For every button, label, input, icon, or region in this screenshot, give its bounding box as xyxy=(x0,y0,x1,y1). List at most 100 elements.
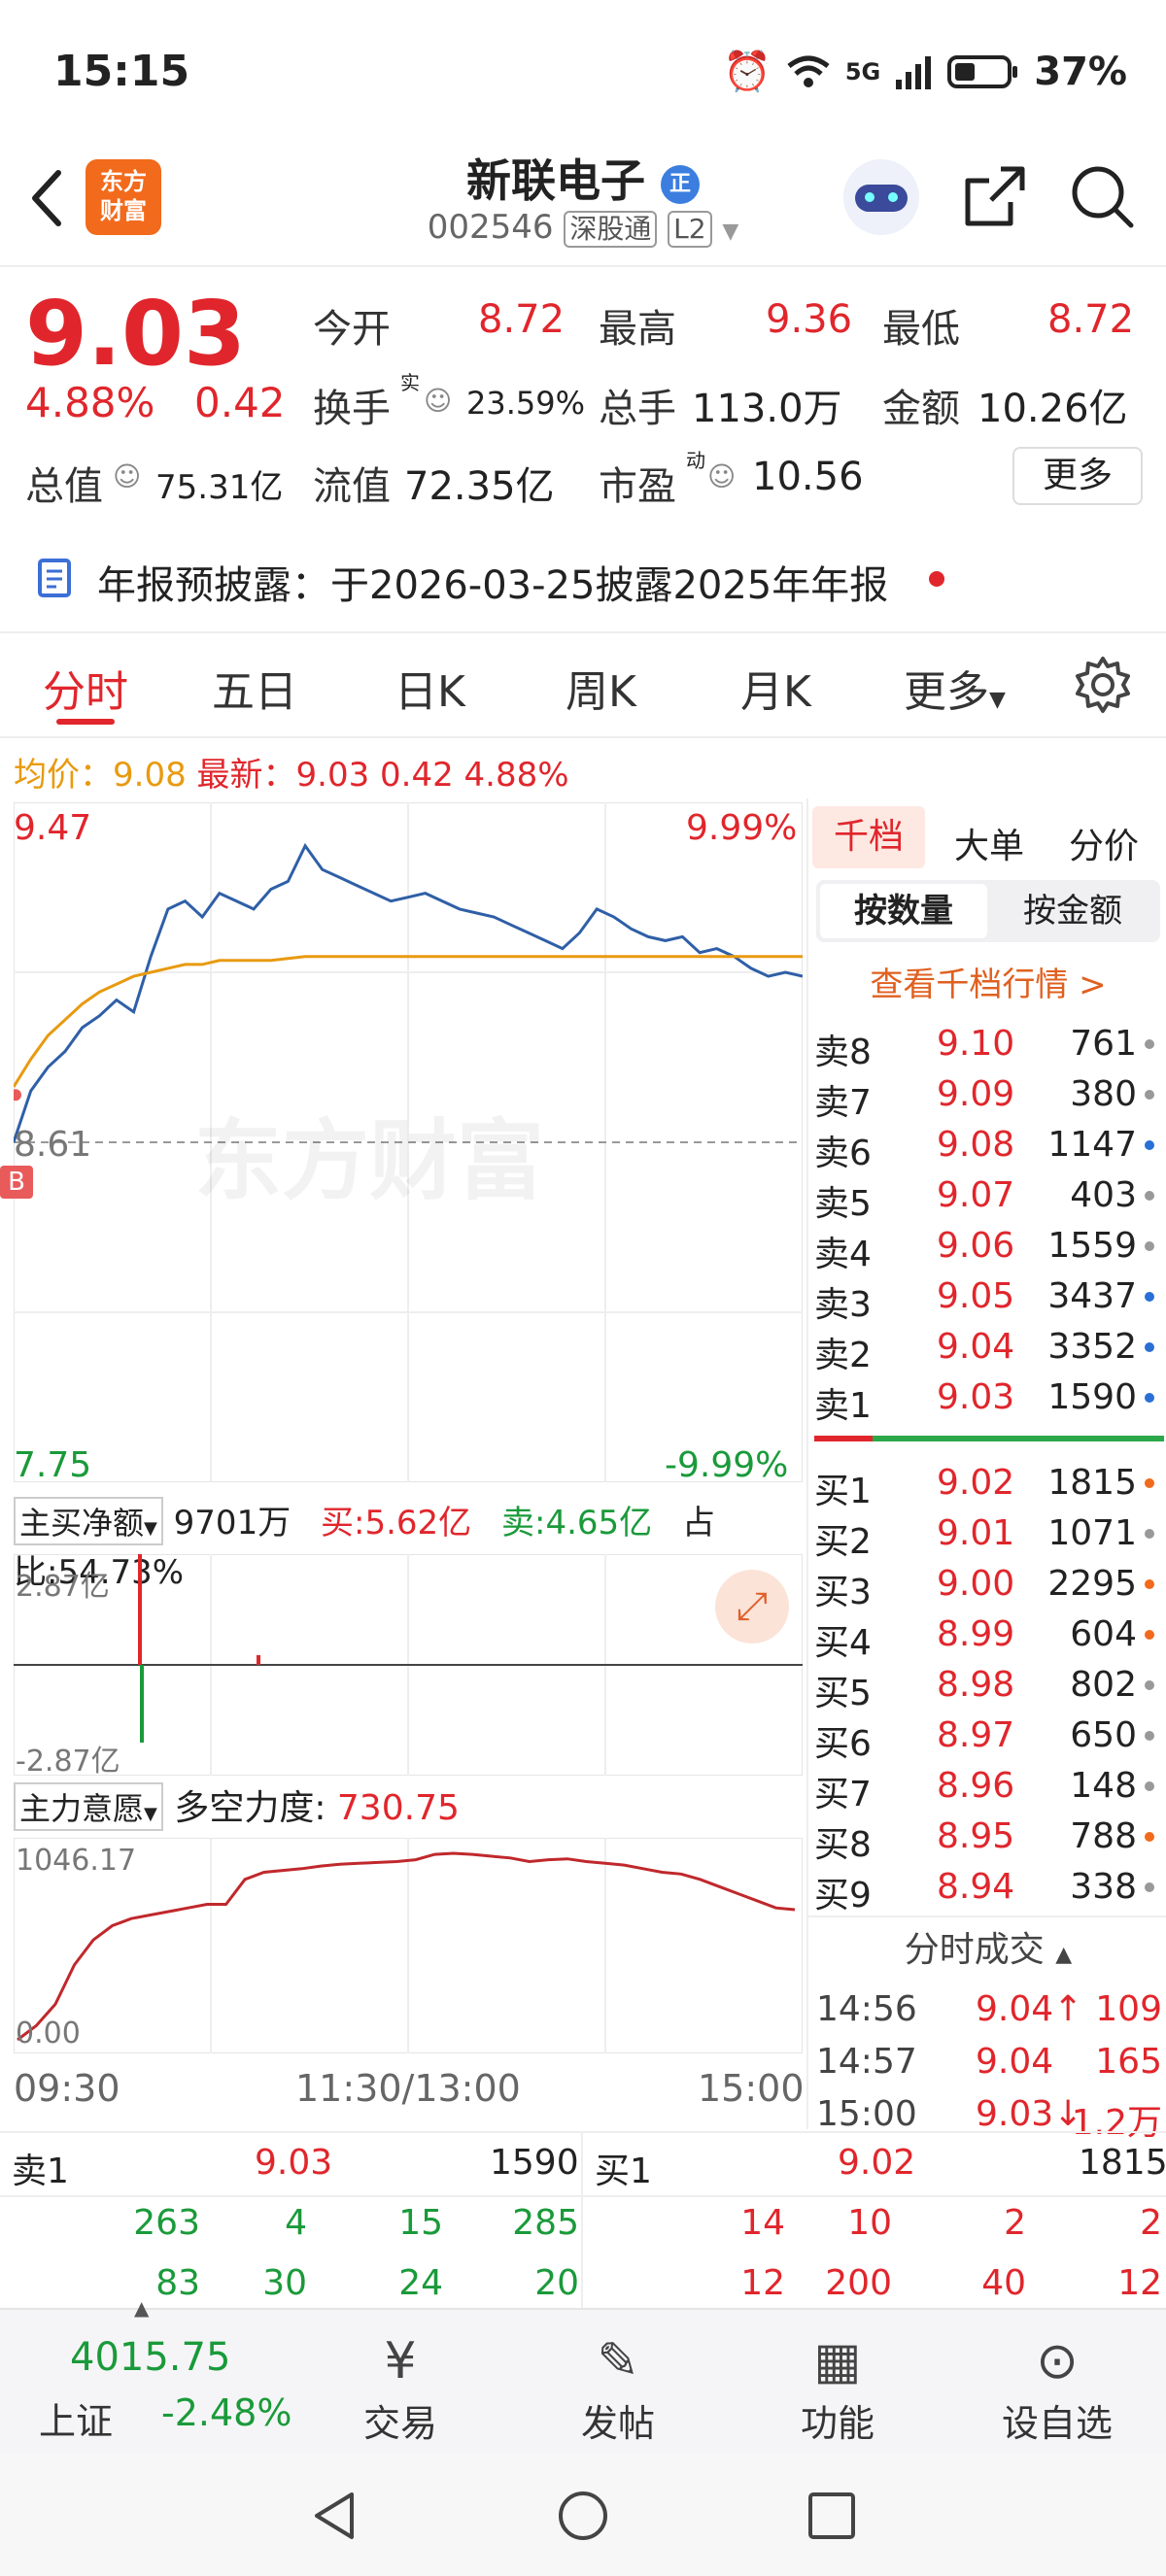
subtab-by-quantity[interactable]: 按数量 xyxy=(820,884,987,938)
edit-icon: ✎ xyxy=(597,2332,639,2390)
nav-functions[interactable]: ▦ 功能 xyxy=(770,2329,906,2447)
buy-order-row[interactable]: 买9 8.94 338 xyxy=(808,1863,1166,1915)
sell-order-row[interactable]: 卖4 9.06 1559 xyxy=(808,1222,1166,1274)
tab-weekly-k[interactable]: 周K xyxy=(566,667,636,717)
netflow-y-bottom: -2.87亿 xyxy=(16,1745,120,1779)
info-icon[interactable]: ☺ xyxy=(424,385,453,417)
order-price: 9.02 xyxy=(937,1463,1015,1503)
order-price: 9.05 xyxy=(937,1276,1015,1316)
netflow-selector[interactable]: 主买净额▼ xyxy=(14,1497,163,1545)
order-volume: 338 xyxy=(1070,1867,1137,1907)
tab-large-order[interactable]: 大单 xyxy=(954,827,1025,866)
stock-header: 东方 财富 新联电子 正 002546 深股通 L2 ▼ xyxy=(0,146,1166,267)
order-price: 9.06 xyxy=(937,1226,1015,1266)
nav-trade[interactable]: ¥ 交易 xyxy=(332,2329,468,2447)
subtab-by-amount[interactable]: 按金额 xyxy=(1023,892,1122,931)
buy-order-row[interactable]: 买1 9.02 1815 xyxy=(808,1459,1166,1511)
pe-value: 10.56 xyxy=(752,455,864,499)
stock-code-row[interactable]: 002546 深股通 L2 ▼ xyxy=(0,208,1166,248)
back-icon[interactable] xyxy=(27,167,66,229)
latest-change: 0.42 xyxy=(380,756,454,795)
notice-text: 年报预披露：于2026-03-25披露2025年年报 xyxy=(97,563,889,608)
netflow-buy: 买:5.62亿 xyxy=(321,1504,472,1542)
buy-order-row[interactable]: 买2 9.01 1071 xyxy=(808,1509,1166,1562)
badge-icon: 正 xyxy=(661,164,700,204)
queue-cell: 4 xyxy=(285,2203,307,2243)
buy-order-row[interactable]: 买7 8.96 148 xyxy=(808,1762,1166,1814)
order-label: 买9 xyxy=(814,1876,872,1915)
order-label: 买8 xyxy=(814,1825,872,1865)
view-depth-link[interactable]: 查看千档行情 > xyxy=(870,966,1107,1004)
sell-order-row[interactable]: 卖1 9.03 1590 xyxy=(808,1373,1166,1426)
search-icon[interactable] xyxy=(1069,163,1135,229)
intent-selector[interactable]: 主力意愿▼ xyxy=(14,1782,163,1831)
intent-label: 多空力度: xyxy=(174,1788,326,1828)
avg-label: 均价： xyxy=(14,756,113,795)
sell-order-row[interactable]: 卖8 9.10 761 xyxy=(808,1020,1166,1072)
index-change-pct[interactable]: -2.48% xyxy=(161,2391,292,2434)
order-label: 卖4 xyxy=(814,1235,872,1274)
back-triangle-icon[interactable] xyxy=(307,2489,361,2543)
info-icon[interactable]: ☺ xyxy=(113,460,142,492)
netflow-y-top: 2.87亿 xyxy=(16,1570,110,1604)
sell-order-row[interactable]: 卖6 9.08 1147 xyxy=(808,1121,1166,1173)
recents-square-icon[interactable] xyxy=(805,2489,859,2543)
active-tab-indicator xyxy=(56,719,115,725)
more-button[interactable]: 更多 xyxy=(1012,447,1143,505)
tab-daily-k[interactable]: 日K xyxy=(394,667,465,717)
home-circle-icon[interactable] xyxy=(556,2489,610,2543)
queue-table: 卖1 9.03 1590 买1 9.02 1815 263 4 15 285 83 30 2… xyxy=(0,2131,1166,2310)
trades-title[interactable]: 分时成交 ▲ xyxy=(808,1921,1166,1972)
queue-sell-price: 9.03 xyxy=(255,2143,333,2183)
grid-icon: ▦ xyxy=(813,2332,862,2390)
order-price: 8.98 xyxy=(937,1665,1015,1705)
order-volume: 761 xyxy=(1070,1024,1137,1064)
buy-order-row[interactable]: 买8 8.95 788 xyxy=(808,1813,1166,1865)
share-icon[interactable] xyxy=(962,163,1028,229)
netflow-header: 主买净额▼ 9701万 买:5.62亿 卖:4.65亿 占比:54.73% xyxy=(14,1496,803,1592)
order-price: 9.04 xyxy=(937,1327,1015,1367)
queue-cell: 12 xyxy=(1117,2263,1162,2303)
intraday-chart[interactable]: 东方财富 9.47 9.99% 8.61 B 7.75 -9.99% 主买净额▼… xyxy=(0,798,806,2129)
buy-order-row[interactable]: 买5 8.98 802 xyxy=(808,1661,1166,1713)
nav-post[interactable]: ✎ 发帖 xyxy=(550,2329,686,2447)
tab-five-day[interactable]: 五日 xyxy=(212,667,297,717)
summary-line: 均价：9.08 最新：9.03 0.42 4.88% xyxy=(14,748,569,796)
order-label: 买2 xyxy=(814,1522,872,1562)
buy-order-row[interactable]: 买6 8.97 650 xyxy=(808,1712,1166,1764)
index-name[interactable]: 上证 xyxy=(39,2400,114,2443)
expand-icon[interactable]: ⤢ xyxy=(715,1570,789,1644)
tab-depth[interactable]: 千档 xyxy=(812,806,925,868)
order-dot xyxy=(1145,1579,1154,1589)
tab-intraday[interactable]: 分时 xyxy=(43,667,128,717)
notice-bar[interactable]: 年报预披露：于2026-03-25披露2025年年报 xyxy=(0,532,1166,622)
order-label: 买4 xyxy=(814,1623,872,1663)
tab-more[interactable]: 更多▼ xyxy=(904,657,1006,719)
order-volume: 604 xyxy=(1070,1614,1137,1654)
tab-price-dist[interactable]: 分价 xyxy=(1069,827,1140,866)
change-amount: 0.42 xyxy=(194,379,286,426)
assistant-avatar-icon[interactable] xyxy=(843,159,919,235)
buy-order-row[interactable]: 买4 8.99 604 xyxy=(808,1610,1166,1663)
caret-up-icon: ▲ xyxy=(134,2296,150,2320)
order-dot xyxy=(1145,1882,1154,1892)
sell-order-row[interactable]: 卖3 9.05 3437 xyxy=(808,1272,1166,1325)
stock-name: 新联电子 xyxy=(465,154,645,207)
queue-cell: 200 xyxy=(825,2263,892,2303)
sell-order-row[interactable]: 卖7 9.09 380 xyxy=(808,1070,1166,1123)
index-value[interactable]: 4015.75 xyxy=(70,2335,231,2380)
clock: 15:15 xyxy=(53,47,190,96)
settings-icon[interactable] xyxy=(1073,655,1133,715)
order-dot xyxy=(1145,1781,1154,1791)
sell-order-row[interactable]: 卖5 9.07 403 xyxy=(808,1171,1166,1224)
order-volume: 1071 xyxy=(1047,1513,1137,1553)
logo-text-line2: 财富 xyxy=(100,197,147,224)
info-icon[interactable]: ☺ xyxy=(707,460,737,492)
status-bar: 15:15 ⏰ 5G 37% xyxy=(0,0,1166,146)
tab-monthly-k[interactable]: 月K xyxy=(740,667,811,717)
nav-add-watchlist[interactable]: ⊙ 设自选 xyxy=(989,2329,1125,2447)
buy-order-row[interactable]: 买3 9.00 2295 xyxy=(808,1560,1166,1612)
buy-marker[interactable]: B xyxy=(0,1166,33,1199)
order-price: 9.07 xyxy=(937,1175,1015,1215)
sell-order-row[interactable]: 卖2 9.04 3352 xyxy=(808,1323,1166,1375)
